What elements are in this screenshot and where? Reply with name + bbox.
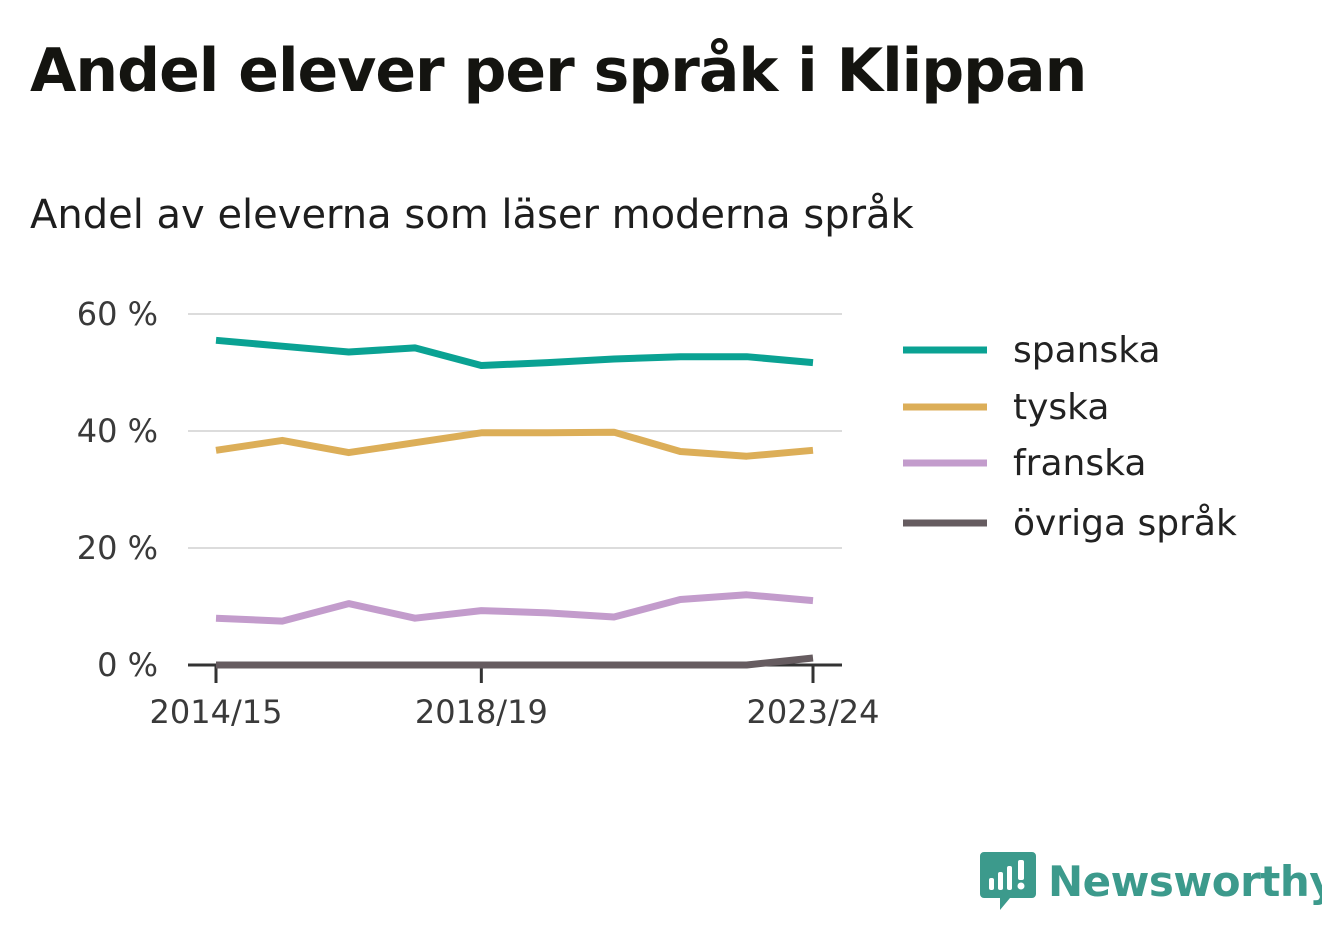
- y-tick-label: 40 %: [77, 412, 158, 450]
- series-line-franska: [215, 591, 814, 625]
- series-line-övriga-språk: [216, 654, 814, 669]
- y-axis-ticks: 0 % 20 % 40 % 60 %: [77, 295, 158, 684]
- series-line-tyska: [215, 428, 814, 460]
- logo-text: Newsworthy: [1048, 856, 1322, 906]
- x-tick-label: 2014/15: [150, 693, 283, 731]
- legend-label: franska: [1013, 443, 1146, 484]
- series-lines: [215, 336, 814, 669]
- legend-label: övriga språk: [1013, 503, 1237, 544]
- x-tick-label: 2023/24: [747, 693, 880, 731]
- x-axis: 2014/15 2018/19 2023/24: [150, 663, 880, 731]
- y-tick-label: 0 %: [97, 646, 158, 684]
- legend-label: spanska: [1013, 330, 1161, 371]
- y-tick-label: 60 %: [77, 295, 158, 333]
- legend-label: tyska: [1013, 387, 1109, 428]
- chart-title: Andel elever per språk i Klippan: [30, 36, 1087, 106]
- newsworthy-chart-icon: [980, 852, 1036, 910]
- chart-subtitle: Andel av eleverna som läser moderna språ…: [30, 192, 914, 238]
- series-line-spanska: [215, 336, 814, 369]
- y-tick-label: 20 %: [77, 529, 158, 567]
- newsworthy-logo: Newsworthy: [980, 850, 1322, 912]
- legend: spanska tyska franska övriga språk: [903, 330, 1237, 544]
- x-tick-label: 2018/19: [415, 693, 548, 731]
